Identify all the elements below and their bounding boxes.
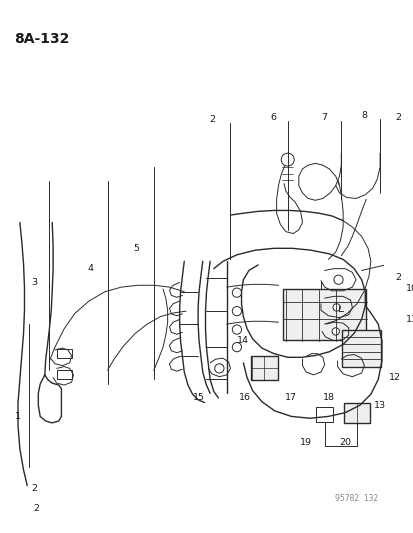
Text: 14: 14 <box>237 336 249 345</box>
Text: 5: 5 <box>133 244 139 253</box>
Circle shape <box>331 328 339 335</box>
Text: 6: 6 <box>269 112 275 122</box>
Text: 8: 8 <box>361 111 366 120</box>
Circle shape <box>280 153 294 166</box>
Bar <box>342 329 380 367</box>
Text: 2: 2 <box>209 115 214 124</box>
Text: 12: 12 <box>388 373 400 382</box>
Circle shape <box>232 325 241 334</box>
Text: 10: 10 <box>406 285 413 294</box>
Text: 2: 2 <box>394 273 401 282</box>
Bar <box>57 370 71 379</box>
Text: 9: 9 <box>411 253 413 262</box>
Text: 2: 2 <box>33 504 39 513</box>
Text: 2: 2 <box>394 112 401 122</box>
Circle shape <box>232 288 241 297</box>
Text: 15: 15 <box>192 393 204 402</box>
Text: 17: 17 <box>285 393 297 402</box>
Text: 18: 18 <box>323 393 335 402</box>
Bar <box>316 407 332 422</box>
Text: 2: 2 <box>31 484 38 493</box>
Circle shape <box>214 364 223 373</box>
Text: 3: 3 <box>31 278 38 287</box>
Text: 4: 4 <box>88 264 94 273</box>
Text: 13: 13 <box>373 401 385 410</box>
Bar <box>343 402 369 423</box>
Text: 1: 1 <box>15 412 21 421</box>
Circle shape <box>333 275 342 284</box>
Text: 95782  132: 95782 132 <box>334 494 377 503</box>
Circle shape <box>232 306 241 316</box>
Text: 16: 16 <box>239 393 251 402</box>
Text: 11: 11 <box>404 315 413 324</box>
Text: 7: 7 <box>321 112 327 122</box>
Circle shape <box>332 304 339 311</box>
Bar <box>57 349 71 358</box>
Bar <box>282 289 366 340</box>
Text: 19: 19 <box>299 438 311 447</box>
Text: 8A-132: 8A-132 <box>14 32 69 46</box>
Circle shape <box>232 343 241 352</box>
Text: 20: 20 <box>338 438 350 447</box>
Bar <box>250 357 278 381</box>
